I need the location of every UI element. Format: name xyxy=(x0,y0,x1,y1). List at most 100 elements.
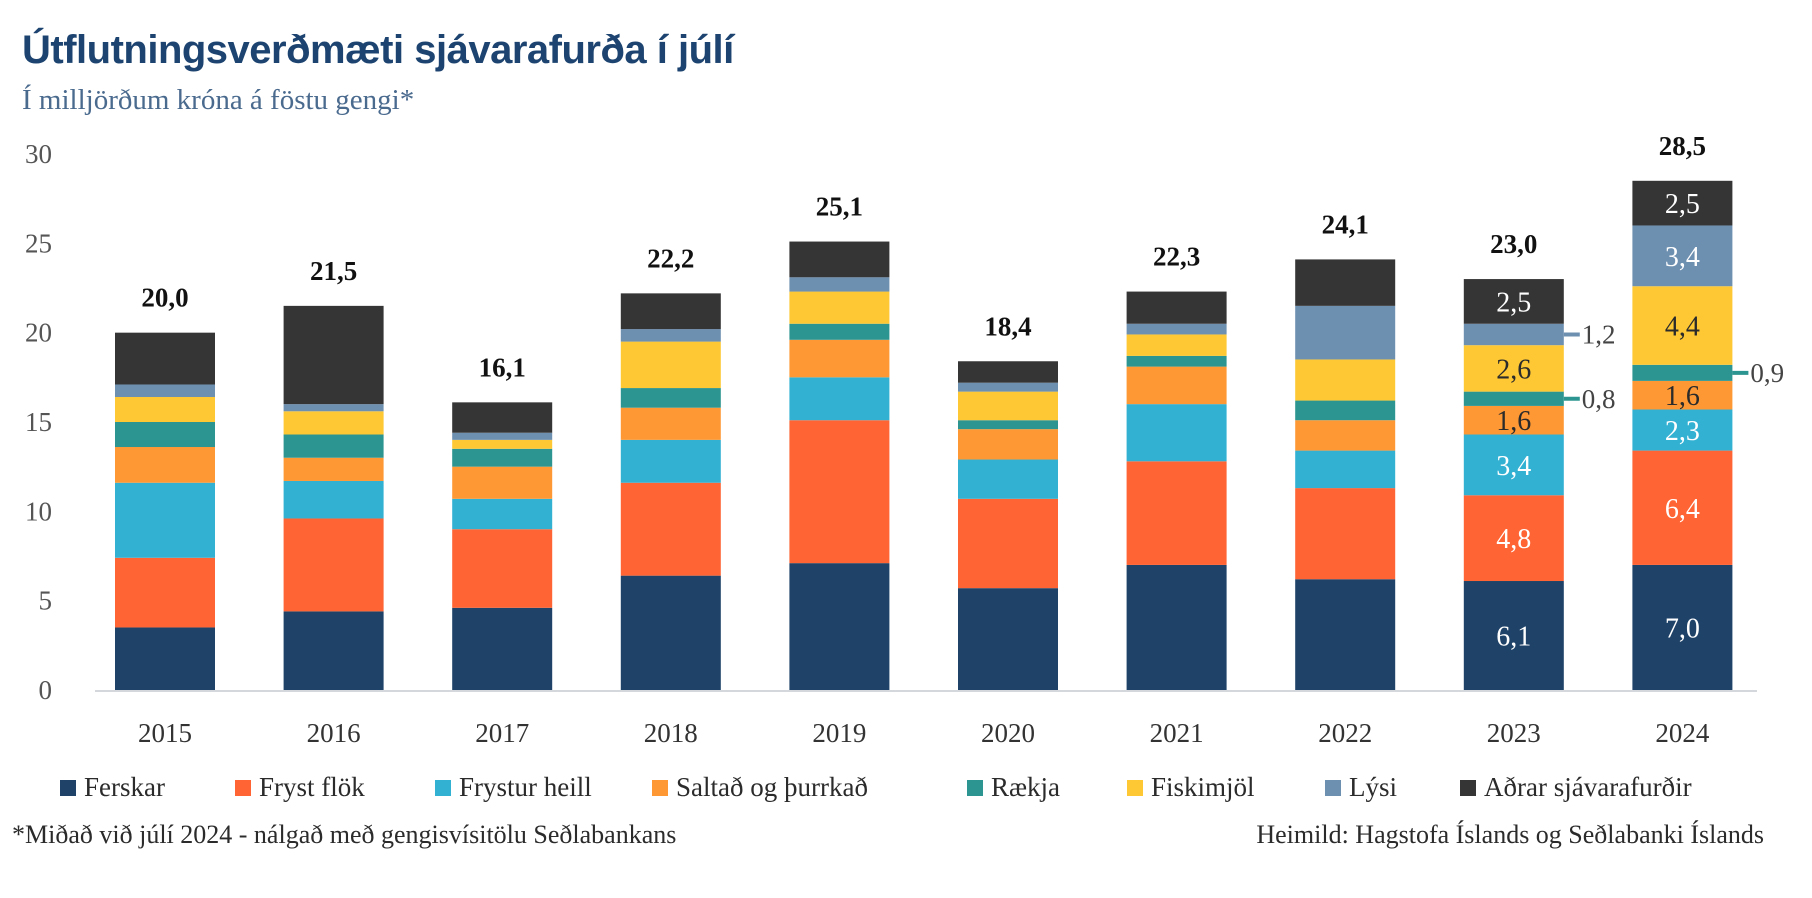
bar-segment-fiskimjöl xyxy=(452,439,553,449)
bar-segment-ferskar xyxy=(283,611,384,690)
bar-segment-ferskar xyxy=(1632,564,1733,690)
segment-value-label: 0,9 xyxy=(1750,358,1784,388)
bars: 20,0 21,5 16,1 22,2 25,1 18,4 22,3 24,1 6,1 4,8 3,… xyxy=(115,131,1784,690)
bar-segment-rækja xyxy=(115,422,215,448)
legend-swatch-icon xyxy=(967,779,983,796)
bar-segment-aðrar-sjávarafurðir xyxy=(1126,291,1227,324)
source-note: Heimild: Hagstofa Íslands og Seðlabanki … xyxy=(1256,820,1764,849)
bar-segment-saltað-og-þurrkað xyxy=(115,447,215,483)
y-tick-label: 20 xyxy=(25,318,52,348)
bar-segment-saltað-og-þurrkað xyxy=(1632,380,1733,410)
bar-segment-rækja xyxy=(789,323,890,340)
bar-segment-ferskar xyxy=(1295,579,1396,690)
x-tick-label: 2020 xyxy=(981,718,1035,748)
bar-segment-saltað-og-þurrkað xyxy=(283,457,384,481)
legend-item: Fryst flök xyxy=(235,772,365,803)
y-tick-label: 25 xyxy=(25,228,52,258)
segment-value-label: 7,0 xyxy=(1665,613,1700,644)
segment-value-label: 4,8 xyxy=(1496,524,1531,555)
legend-label: Fryst flök xyxy=(259,772,365,802)
chart-subtitle: Í milljörðum króna á föstu gengi* xyxy=(22,84,415,116)
bar-segment-fryst-flök xyxy=(115,557,215,628)
bar-segment-fryst-flök xyxy=(1463,495,1564,582)
bar-stack-2021: 22,3 xyxy=(1126,242,1227,690)
bar-segment-frystur-heill xyxy=(1632,409,1733,451)
bar-segment-aðrar-sjávarafurðir xyxy=(115,332,215,385)
bar-segment-lýsi xyxy=(1463,323,1564,346)
bar-segment-frystur-heill xyxy=(283,480,384,519)
bar-segment-lýsi xyxy=(1126,323,1227,335)
bar-segment-lýsi xyxy=(958,382,1058,392)
y-tick-label: 10 xyxy=(25,496,52,526)
bar-segment-fryst-flök xyxy=(1126,461,1227,565)
x-tick-label: 2023 xyxy=(1487,718,1541,748)
bar-total-label: 20,0 xyxy=(141,283,188,313)
x-tick-label: 2016 xyxy=(307,718,361,748)
segment-value-label: 1,6 xyxy=(1665,381,1700,412)
bar-segment-rækja xyxy=(958,420,1058,430)
legend-label: Fiskimjöl xyxy=(1151,772,1255,802)
bar-segment-lýsi xyxy=(283,404,384,412)
segment-value-label: 6,1 xyxy=(1496,622,1531,653)
bar-segment-ferskar xyxy=(1126,564,1227,690)
bar-total-label: 25,1 xyxy=(816,192,863,222)
bar-segment-frystur-heill xyxy=(789,377,890,421)
bar-segment-rækja xyxy=(452,448,553,467)
bar-segment-ferskar xyxy=(620,575,721,690)
bar-total-label: 16,1 xyxy=(479,352,526,382)
segment-value-label: 0,8 xyxy=(1582,384,1616,414)
legend-label: Rækja xyxy=(991,772,1061,802)
bar-segment-fryst-flök xyxy=(1295,488,1396,580)
bar-segment-lýsi xyxy=(1632,225,1733,287)
x-axis: 2015 2016 2017 2018 2019 2020 2021 2022 2023 2024 xyxy=(95,690,1757,748)
bar-segment-ferskar xyxy=(1463,581,1564,690)
bar-segment-saltað-og-þurrkað xyxy=(958,429,1058,460)
legend-swatch-icon xyxy=(235,779,251,796)
bar-segment-rækja xyxy=(1126,355,1227,367)
segment-value-label: 2,5 xyxy=(1665,189,1700,220)
y-tick-label: 0 xyxy=(39,675,53,705)
bar-segment-frystur-heill xyxy=(452,498,553,530)
bar-segment-ferskar xyxy=(452,607,553,690)
legend-label: Aðrar sjávarafurðir xyxy=(1484,772,1692,802)
legend-item: Lýsi xyxy=(1325,772,1397,803)
bar-segment-frystur-heill xyxy=(620,439,721,483)
x-tick-label: 2022 xyxy=(1318,718,1372,748)
bar-segment-fryst-flök xyxy=(620,482,721,576)
bar-segment-lýsi xyxy=(789,277,890,292)
segment-value-label: 1,2 xyxy=(1582,319,1616,349)
bar-segment-fiskimjöl xyxy=(1126,334,1227,356)
x-tick-label: 2024 xyxy=(1655,718,1710,748)
bar-segment-lýsi xyxy=(620,329,721,342)
bar-segment-fiskimjöl xyxy=(620,341,721,389)
legend-item: Fiskimjöl xyxy=(1127,772,1255,803)
bar-stack-2024: 7,0 6,4 2,3 1,6 0,9 4,4 3,4 2,5 28,5 xyxy=(1632,131,1784,690)
x-tick-label: 2018 xyxy=(644,718,698,748)
bar-total-label: 24,1 xyxy=(1322,209,1369,239)
stacked-bar-chart: 0 5 10 15 20 25 30 20,0 21,5 16,1 22,2 25,1 18,4 22,… xyxy=(25,131,1784,748)
bar-segment-lýsi xyxy=(1295,305,1396,360)
bar-segment-aðrar-sjávarafurðir xyxy=(1632,180,1733,226)
segment-value-label: 2,5 xyxy=(1496,287,1531,318)
bar-segment-fryst-flök xyxy=(1632,450,1733,565)
legend-item: Frystur heill xyxy=(435,772,592,803)
legend-item: Rækja xyxy=(967,772,1060,803)
bar-segment-fiskimjöl xyxy=(283,411,384,435)
bar-segment-rækja xyxy=(1295,400,1396,421)
legend-label: Ferskar xyxy=(84,772,165,802)
bar-segment-aðrar-sjávarafurðir xyxy=(620,293,721,330)
bar-segment-rækja xyxy=(1463,391,1564,406)
y-tick-label: 5 xyxy=(39,586,53,616)
bar-stack-2023: 6,1 4,8 3,4 1,6 0,8 2,6 1,2 2,5 23,0 xyxy=(1463,229,1616,690)
bar-stack-2017: 16,1 xyxy=(452,352,553,690)
bar-stack-2020: 18,4 xyxy=(958,311,1058,690)
bar-total-label: 28,5 xyxy=(1659,131,1706,161)
legend-swatch-icon xyxy=(435,779,451,796)
legend-item: Ferskar xyxy=(60,772,165,803)
bar-segment-frystur-heill xyxy=(958,459,1058,499)
bar-segment-frystur-heill xyxy=(1295,450,1396,489)
bar-segment-fryst-flök xyxy=(283,518,384,612)
legend-item: Saltað og þurrkað xyxy=(652,772,868,803)
bar-segment-frystur-heill xyxy=(115,482,215,558)
x-tick-label: 2015 xyxy=(138,718,192,748)
